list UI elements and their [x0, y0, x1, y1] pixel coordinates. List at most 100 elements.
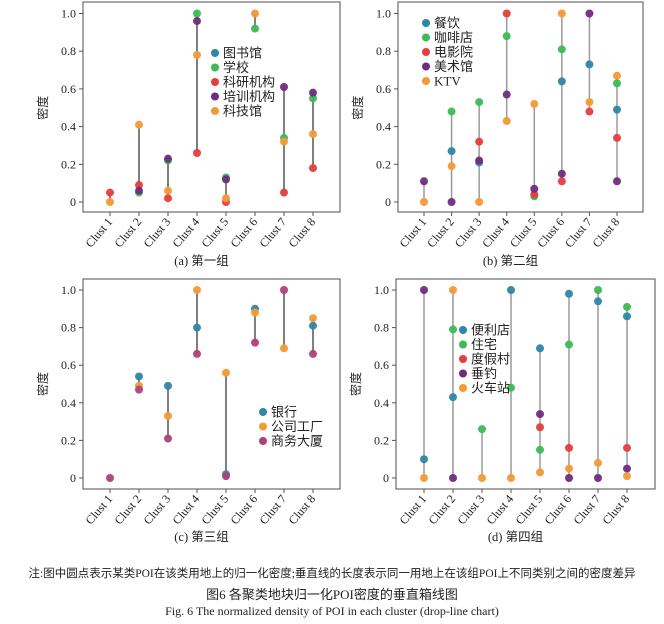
data-point	[420, 286, 428, 294]
legend-label: 便利店	[471, 323, 510, 338]
data-point	[193, 286, 201, 294]
data-point	[623, 472, 631, 481]
y-tick-label: 0.6	[374, 358, 389, 372]
plot-frame	[395, 278, 656, 490]
legend-marker	[211, 107, 219, 115]
y-tick-label: 1.0	[374, 283, 389, 297]
x-tick-label: Clust 8	[285, 492, 318, 527]
data-point	[557, 9, 566, 18]
data-point	[251, 338, 259, 347]
data-point	[565, 443, 573, 452]
y-tick-label: 0.6	[61, 358, 76, 372]
data-point	[309, 314, 317, 323]
data-point	[594, 474, 602, 482]
legend-label: 垂钓	[471, 366, 497, 381]
panel-title: (d) 第四组	[488, 530, 543, 544]
legend-label: 学校	[223, 60, 249, 75]
legend-marker	[422, 48, 430, 56]
data-point	[557, 177, 566, 186]
x-tick-label: Clust 5	[507, 215, 540, 250]
data-point	[557, 169, 566, 178]
panel-title: (a) 第一组	[174, 254, 229, 268]
data-point	[507, 383, 515, 392]
x-tick-label: Clust 5	[198, 492, 231, 527]
data-point	[613, 105, 621, 114]
data-point	[565, 474, 573, 482]
y-tick-label: 0.4	[61, 396, 76, 410]
legend-label: 火车站	[471, 381, 510, 396]
data-point	[193, 17, 201, 26]
x-tick-label: Clust 1	[82, 215, 115, 250]
legend-label: 科研机构	[223, 75, 275, 90]
data-point	[164, 381, 172, 390]
data-point	[623, 302, 631, 311]
y-tick-label: 0.2	[61, 157, 76, 171]
data-point	[530, 99, 539, 108]
legend-marker	[422, 62, 430, 71]
y-axis-label: 密度	[35, 96, 50, 120]
y-axis-label: 密度	[35, 372, 50, 396]
data-point	[585, 98, 594, 107]
legend-label: 科技馆	[223, 104, 262, 119]
data-point	[565, 340, 573, 349]
data-point	[251, 308, 259, 317]
data-point	[623, 464, 631, 473]
data-point	[478, 474, 486, 482]
y-tick-label: 0	[70, 471, 76, 485]
data-point	[193, 349, 201, 358]
x-tick-label: Clust 2	[425, 492, 458, 527]
y-tick-label: 0.2	[376, 157, 391, 171]
legend-label: 银行	[271, 405, 297, 420]
x-tick-label: Clust 7	[562, 215, 595, 250]
legend-marker	[422, 19, 430, 27]
data-point	[475, 156, 484, 165]
data-point	[309, 88, 317, 97]
plot-frame	[82, 1, 341, 213]
data-point	[106, 474, 114, 482]
data-point	[420, 177, 428, 186]
legend-label: 图书馆	[223, 46, 262, 61]
legend-label: 餐饮	[434, 16, 460, 31]
data-point	[420, 474, 428, 482]
data-point	[449, 393, 457, 402]
y-tick-label: 1.0	[376, 7, 391, 21]
y-tick-label: 0.8	[61, 321, 76, 335]
data-point	[502, 116, 511, 125]
data-point	[502, 9, 511, 18]
data-point	[420, 455, 428, 464]
data-point	[106, 188, 114, 197]
data-point	[613, 133, 621, 142]
data-point	[193, 9, 201, 18]
legend-marker	[259, 437, 267, 445]
legend-marker	[259, 422, 267, 431]
x-tick-label: Clust 1	[82, 492, 115, 527]
x-tick-label: Clust 8	[285, 215, 318, 250]
data-point	[536, 410, 544, 419]
x-tick-label: Clust 6	[534, 215, 567, 250]
x-tick-label: Clust 1	[396, 215, 429, 250]
legend-marker	[211, 49, 219, 57]
legend-label: KTV	[434, 74, 461, 89]
data-point	[447, 162, 456, 171]
legend-marker	[459, 369, 467, 378]
legend-label: 咖啡店	[434, 30, 473, 45]
legend-label: 商务大厦	[271, 434, 323, 449]
data-point	[164, 411, 172, 420]
data-point	[565, 289, 573, 298]
data-point	[449, 286, 457, 294]
data-point	[502, 32, 511, 41]
y-tick-label: 0	[383, 471, 389, 485]
data-point	[594, 286, 602, 294]
y-tick-label: 0.4	[376, 120, 391, 134]
data-point	[623, 312, 631, 321]
y-tick-label: 1.0	[61, 283, 76, 297]
y-tick-label: 0.8	[61, 44, 76, 58]
panel-title: (b) 第二组	[483, 254, 538, 268]
